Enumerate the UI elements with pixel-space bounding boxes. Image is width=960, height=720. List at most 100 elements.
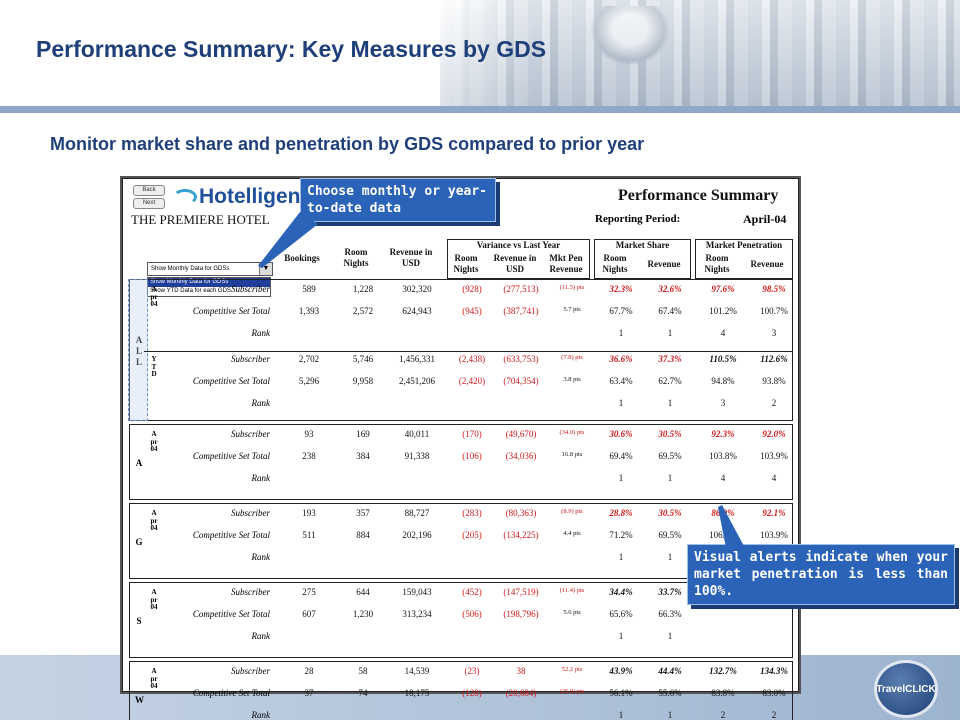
header-rule <box>0 106 960 113</box>
table-cell: 2,702 <box>298 354 320 364</box>
table-cell: 103.8% <box>709 451 737 461</box>
table-cell: 33.7% <box>658 587 682 597</box>
table-cell: 67.4% <box>658 306 682 316</box>
row-label: Rank <box>251 631 271 641</box>
table-cell: 1,456,331 <box>399 354 435 364</box>
row-label: Competitive Set Total <box>192 306 270 316</box>
table-cell: (283) <box>462 508 482 518</box>
gds-block-w: W Apr 04 Subscriber 28 58 14,539 (23) 38 52.2 pt… <box>129 661 793 720</box>
table-cell: 159,043 <box>402 587 432 597</box>
row-label: Subscriber <box>231 587 270 597</box>
table-cell: 2 <box>720 710 726 720</box>
table-cell: 624,943 <box>402 306 432 316</box>
table-cell: 97.6% <box>711 284 735 294</box>
report-title: Performance Summary <box>618 187 779 204</box>
table-cell: (11.4) pts <box>559 587 585 594</box>
gds-block-a: A Apr 04 Subscriber 93 169 40,011 (170) (49,670… <box>129 424 793 500</box>
table-cell: 44.4% <box>658 666 682 676</box>
option-monthly[interactable]: Show Monthly Data for GDSs <box>148 278 270 287</box>
table-cell: 2,451,206 <box>399 376 435 386</box>
table-cell: 32.6% <box>658 284 682 294</box>
gds-block-s: S Apr 04 Subscriber 275 644 159,043 (452) (147,… <box>129 582 793 658</box>
row-label: Rank <box>251 473 271 483</box>
header-ms-revenue: Revenue <box>647 259 681 269</box>
table-cell: 313,234 <box>402 609 432 619</box>
table-cell: 62.7% <box>658 376 682 386</box>
gds-label: A <box>135 457 143 468</box>
back-button[interactable]: Back <box>133 185 165 196</box>
table-cell: (928) <box>462 284 482 294</box>
gds-block-all: ALL Apr 04 Subscriber 589 1,228 302,320 (928) (… <box>128 279 793 421</box>
table-cell: 16.8 pts <box>561 451 583 458</box>
header-revenue-usd: Revenue in USD <box>389 247 433 268</box>
table-cell: 202,196 <box>402 530 432 540</box>
table-cell: 101.2% <box>709 306 737 316</box>
slide-title: Performance Summary: Key Measures by GDS <box>36 36 547 62</box>
table-cell: 1,230 <box>352 609 374 619</box>
table-cell: 28.8% <box>609 508 633 518</box>
option-ytd[interactable]: Show YTD Data for each GDS <box>150 288 231 294</box>
table-cell: 1 <box>618 552 624 562</box>
table-cell: 30.5% <box>658 508 682 518</box>
table-cell: 86.9% <box>711 508 735 518</box>
monthly-callout: Choose monthly or year-to-date data <box>300 178 496 222</box>
table-cell: 1,393 <box>298 306 320 316</box>
row-label: Competitive Set Total <box>192 688 270 698</box>
table-cell: 38 <box>516 666 526 676</box>
table-cell: (23) <box>464 666 480 676</box>
table-cell: 94.8% <box>711 376 735 386</box>
table-cell: 1 <box>667 710 673 720</box>
selection-bracket <box>128 279 148 421</box>
data-period-options: Show Monthly Data for GDSs Show YTD Data… <box>147 277 271 297</box>
table-cell: 644 <box>356 587 370 597</box>
header-bookings: Bookings <box>284 253 320 263</box>
table-cell: 1 <box>667 398 673 408</box>
header-ms-room-nights: Room Nights <box>602 253 628 274</box>
table-cell: 30.5% <box>658 429 682 439</box>
table-cell: 9,958 <box>352 376 374 386</box>
header-market-share: Market Share <box>615 240 670 250</box>
brand-name: Hotelligence <box>199 185 324 208</box>
table-cell: (7.8) pts <box>561 354 583 361</box>
table-cell: (387,741) <box>503 306 539 316</box>
table-cell: (20,684) <box>505 688 537 698</box>
hotelligence-logo: Hotelligence <box>173 185 324 209</box>
table-cell: 71.2% <box>609 530 633 540</box>
data-period-select[interactable]: Show Monthly Data for GDSs ▼ <box>147 262 273 276</box>
table-cell: (49,670) <box>505 429 537 439</box>
next-button[interactable]: Next <box>133 198 165 209</box>
table-cell: 1 <box>667 552 673 562</box>
table-cell: 2,572 <box>352 306 374 316</box>
table-cell: 1 <box>667 473 673 483</box>
table-cell: 37 <box>304 688 314 698</box>
chevron-down-icon[interactable]: ▼ <box>259 263 272 275</box>
table-cell: 34.4% <box>609 587 633 597</box>
table-cell: 4 <box>771 473 777 483</box>
table-cell: 302,320 <box>402 284 432 294</box>
table-cell: 3 <box>720 398 726 408</box>
table-cell: 2 <box>771 398 777 408</box>
table-cell: 14,539 <box>404 666 430 676</box>
period-label: Apr 04 <box>150 285 158 308</box>
header-room-nights: Room Nights <box>343 247 369 268</box>
travelclick-logo: TravelCLICK <box>874 660 938 718</box>
header-v-revenue: Revenue in USD <box>493 253 537 274</box>
period-label: Apr 04 <box>150 509 158 532</box>
table-cell: 18,175 <box>404 688 430 698</box>
table-cell: 55.6% <box>658 688 682 698</box>
table-cell: 4.4 pts <box>563 530 581 537</box>
table-cell: 93.8% <box>762 376 786 386</box>
header-photo <box>440 0 960 106</box>
table-cell: 83.0% <box>762 688 786 698</box>
table-cell: 5,746 <box>352 354 374 364</box>
row-label: Subscriber <box>231 284 270 294</box>
table-cell: 384 <box>356 451 370 461</box>
header-v-room-nights: Room Nights <box>453 253 479 274</box>
table-cell: (80,363) <box>505 508 537 518</box>
reporting-period-label: Reporting Period: <box>595 213 681 225</box>
hotel-name: THE PREMIERE HOTEL <box>131 212 270 227</box>
row-label: Rank <box>251 328 271 338</box>
row-label: Competitive Set Total <box>192 530 270 540</box>
table-cell: (134,225) <box>503 530 539 540</box>
table-cell: 63.4% <box>609 376 633 386</box>
